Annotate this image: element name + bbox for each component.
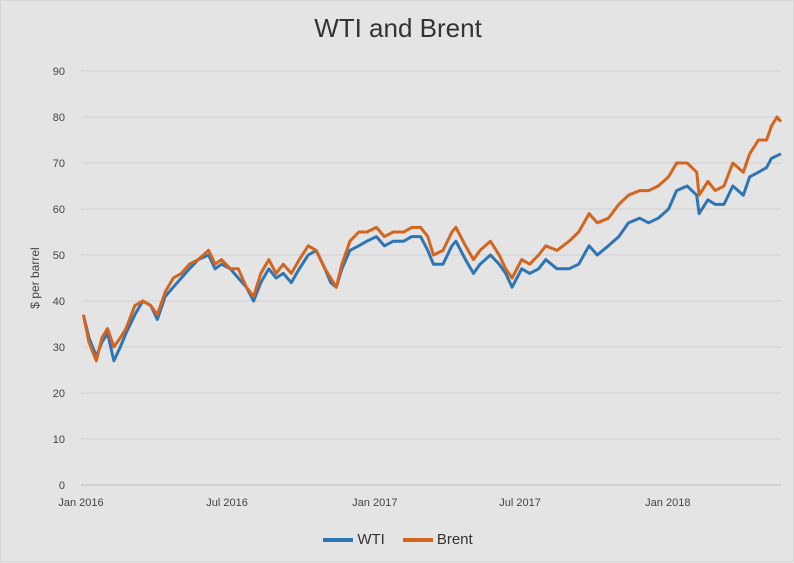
y-tick-label: 20: [53, 388, 65, 400]
legend-label: WTI: [357, 531, 385, 548]
x-axis-ticks: Jan 2016 Jul 2016 Jan 2017 Jul 2017 Jan 2018: [58, 497, 690, 509]
series-line-wti: [81, 152, 782, 363]
y-tick-label: 30: [53, 342, 65, 354]
y-tick-label: 50: [53, 250, 65, 262]
y-axis-ticks: 0 10 20 30 40 50 60 70 80 90: [53, 66, 65, 492]
x-tick-label: Jul 2016: [206, 497, 248, 509]
y-tick-label: 40: [53, 296, 65, 308]
legend-swatch: [402, 537, 433, 542]
x-tick-label: Jan 2017: [352, 497, 397, 509]
y-tick-label: 10: [53, 434, 65, 446]
legend-item-brent: Brent: [402, 531, 473, 548]
series-line-brent: [81, 115, 783, 363]
chart-title: WTI and Brent: [314, 13, 482, 43]
series-lines: [81, 115, 783, 363]
y-tick-label: 70: [53, 158, 65, 170]
legend-label: Brent: [436, 531, 473, 548]
x-tick-label: Jul 2017: [499, 497, 541, 509]
y-tick-label: 0: [59, 480, 65, 492]
y-tick-label: 80: [53, 112, 65, 124]
x-tick-label: Jan 2018: [645, 497, 690, 509]
x-tick-label: Jan 2016: [58, 497, 103, 509]
legend: WTI Brent: [1, 531, 794, 548]
legend-swatch: [323, 537, 354, 542]
grid-lines: [81, 70, 781, 486]
y-tick-label: 90: [53, 66, 65, 78]
y-tick-label: 60: [53, 204, 65, 216]
y-axis-label: $ per barrel: [28, 247, 42, 308]
legend-item-wti: WTI: [323, 531, 385, 548]
